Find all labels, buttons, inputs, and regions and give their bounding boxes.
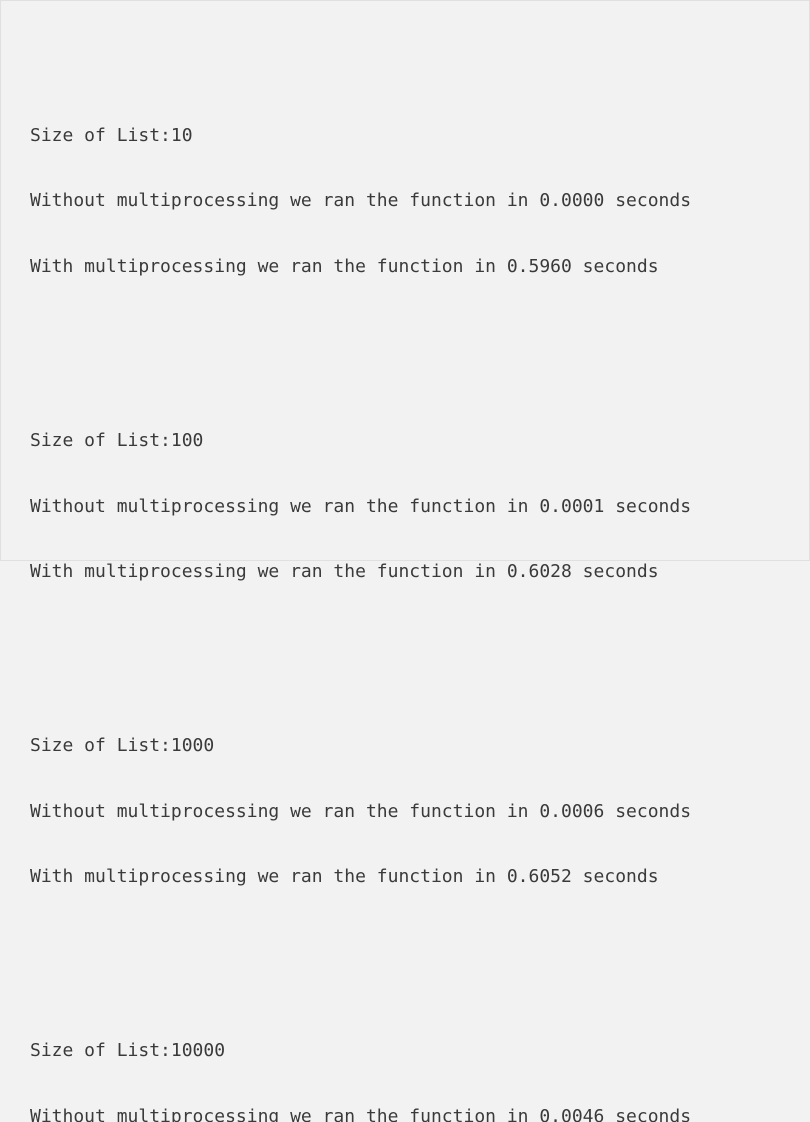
- list-size-line: Size of List:10: [30, 124, 193, 146]
- with-multiprocessing-line: With multiprocessing we ran the function…: [30, 255, 659, 277]
- with-multiprocessing-line: With multiprocessing we ran the function…: [30, 560, 659, 582]
- benchmark-block: Size of List:1000 Without multiprocessin…: [30, 692, 780, 932]
- list-size-line: Size of List:10000: [30, 1040, 226, 1062]
- with-multiprocessing-line: With multiprocessing we ran the function…: [30, 866, 659, 888]
- benchmark-block: Size of List:10 Without multiprocessing …: [30, 81, 780, 321]
- without-multiprocessing-line: Without multiprocessing we ran the funct…: [30, 495, 692, 517]
- console-output: Size of List:10 Without multiprocessing …: [30, 81, 780, 1122]
- benchmark-block: Size of List:100 Without multiprocessing…: [30, 387, 780, 627]
- without-multiprocessing-line: Without multiprocessing we ran the funct…: [30, 190, 692, 212]
- list-size-line: Size of List:1000: [30, 735, 215, 757]
- without-multiprocessing-line: Without multiprocessing we ran the funct…: [30, 800, 692, 822]
- benchmark-block: Size of List:10000 Without multiprocessi…: [30, 997, 780, 1122]
- without-multiprocessing-line: Without multiprocessing we ran the funct…: [30, 1105, 692, 1122]
- list-size-line: Size of List:100: [30, 430, 204, 452]
